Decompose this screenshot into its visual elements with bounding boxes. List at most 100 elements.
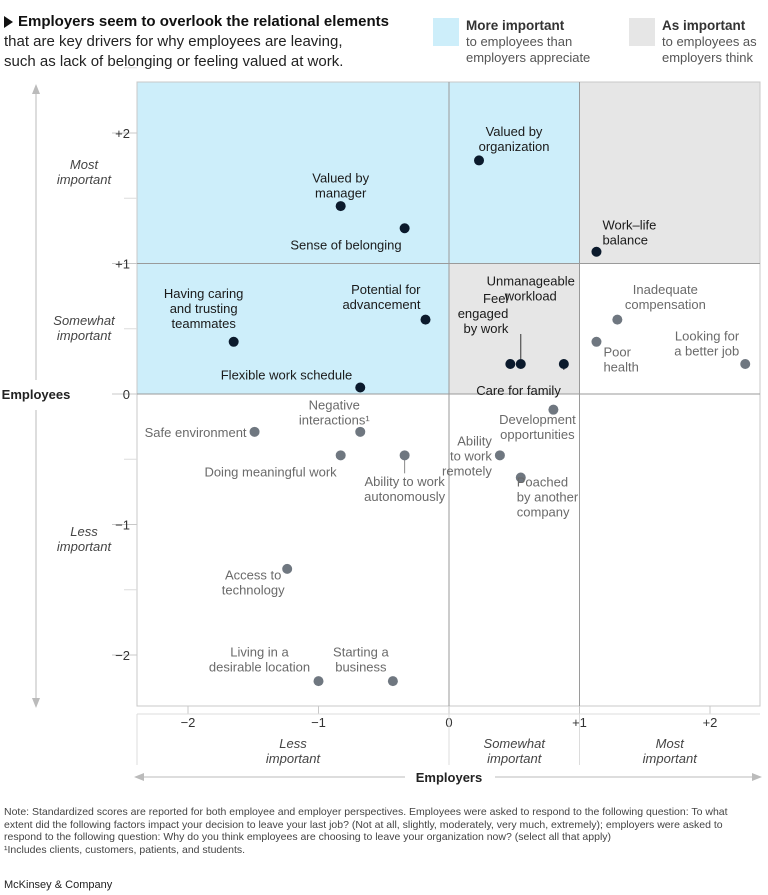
data-point-label: desirable location: [209, 660, 310, 675]
brand-name: McKinsey & Company: [4, 879, 113, 891]
data-point-label: autonomously: [364, 489, 445, 504]
data-point-label: advancement: [342, 297, 420, 312]
data-point-label: interactions¹: [299, 412, 370, 427]
legend-swatch-more-important: [433, 18, 459, 46]
data-point-group: [313, 676, 324, 687]
data-point-group: [355, 382, 366, 393]
data-point-label: manager: [315, 186, 367, 201]
x-axis-arrowhead-left: [134, 773, 144, 781]
y-tick-label: 0: [123, 387, 130, 402]
data-point-label: and trusting: [170, 301, 238, 316]
data-point-label: company: [517, 505, 570, 520]
data-point-label: Living in a: [230, 645, 289, 660]
data-point-label: Negative: [309, 397, 360, 412]
data-point-group: [558, 358, 569, 370]
data-point-label: Development: [499, 412, 576, 427]
y-axis-arrowhead-up: [32, 84, 40, 94]
data-point: [515, 472, 526, 483]
data-point: [612, 314, 623, 325]
scatter-chart: +2+10−1−2−2−10+1+2LessimportantSomewhati…: [2, 67, 762, 785]
data-point-group: [505, 358, 516, 369]
data-point-group: [548, 404, 559, 415]
legend-as-important: As important to employees as employers t…: [662, 18, 757, 66]
data-point-group: [282, 563, 293, 574]
data-point-label: technology: [222, 582, 285, 597]
data-point-group: [399, 450, 410, 474]
note-line3: respond to the following question: Why d…: [4, 831, 612, 843]
x-band-label: important: [487, 751, 543, 766]
data-point-label: Valued by: [312, 171, 369, 186]
y-band-label: important: [57, 539, 113, 554]
data-point-label: Starting a: [333, 645, 389, 660]
data-point-group: [387, 676, 398, 687]
data-point-label: Poached: [517, 475, 568, 490]
data-point-label: Doing meaningful work: [204, 464, 337, 479]
region-gray-top-right: [579, 82, 760, 264]
data-point: [282, 563, 293, 574]
x-band-label: important: [643, 751, 699, 766]
data-point-label: by another: [517, 490, 579, 505]
data-point: [387, 676, 398, 687]
data-point: [355, 426, 366, 437]
x-tick-label: −1: [311, 715, 326, 730]
y-tick-label: +1: [115, 257, 130, 272]
triangle-bullet-icon: [4, 16, 13, 28]
data-point-group: [355, 426, 366, 437]
y-tick-label: −1: [115, 518, 130, 533]
data-point-group: [399, 223, 410, 234]
data-point: [355, 382, 366, 393]
data-point-group: [494, 450, 505, 461]
data-point: [420, 314, 431, 325]
data-point-label: Ability to work: [365, 474, 446, 489]
legend-as-important-title: As important: [662, 18, 746, 33]
data-point: [399, 450, 410, 461]
data-point: [494, 450, 505, 461]
x-band-label: important: [266, 751, 322, 766]
chart-subtitle-line1: that are key drivers for why employees a…: [4, 33, 343, 50]
x-axis-title: Employers: [416, 770, 482, 785]
data-point-group: [740, 358, 751, 369]
data-point-label: by work: [464, 321, 509, 336]
chart-note: Note: Standardized scores are reported f…: [4, 806, 764, 856]
x-band-label: Somewhat: [484, 736, 547, 751]
data-point-label: Flexible work schedule: [221, 367, 353, 382]
data-point-label: Poor: [603, 344, 631, 359]
y-axis-title: Employees: [2, 387, 71, 402]
data-point: [740, 358, 751, 369]
y-tick-label: +2: [115, 126, 130, 141]
data-point-label: Inadequate: [633, 282, 698, 297]
note-line2: extent did the following factors impact …: [4, 818, 723, 831]
data-point: [505, 358, 516, 369]
region-blue-top: [137, 82, 580, 264]
data-point: [249, 426, 260, 437]
data-point-label: Safe environment: [145, 425, 247, 440]
legend-more-important: More important to employees than employe…: [466, 18, 590, 66]
note-line1: Note: Standardized scores are reported f…: [4, 806, 728, 818]
data-point: [474, 155, 485, 166]
data-point-label: Care for family: [476, 383, 561, 398]
x-band-label: Less: [279, 736, 307, 751]
data-point-group: [228, 336, 239, 347]
x-tick-label: +2: [703, 715, 718, 730]
data-point-label: Feel: [483, 291, 508, 306]
data-point: [548, 404, 559, 415]
y-band-label: Most: [70, 157, 100, 172]
y-tick-label: −2: [115, 648, 130, 663]
chart-subtitle-line2: such as lack of belonging or feeling val…: [4, 53, 344, 70]
data-point-group: [591, 336, 602, 347]
data-point-group: [335, 201, 346, 212]
data-point-group: [612, 314, 623, 325]
footnote: ¹Includes clients, customers, patients, …: [4, 843, 246, 856]
data-point-label: Having caring: [164, 286, 244, 301]
data-point-label: organization: [479, 139, 550, 154]
legend-more-important-line2: employers appreciate: [466, 50, 591, 65]
legend-as-important-line1: to employees as: [662, 34, 757, 49]
data-point: [335, 201, 346, 212]
x-band-label: Most: [656, 736, 686, 751]
data-point-label: a better job: [674, 343, 739, 358]
data-point-group: [249, 426, 260, 437]
data-point-label: Unmanageable: [487, 273, 575, 288]
y-band-label: important: [57, 172, 113, 187]
y-band-label: Somewhat: [53, 313, 116, 328]
data-point: [515, 358, 526, 369]
